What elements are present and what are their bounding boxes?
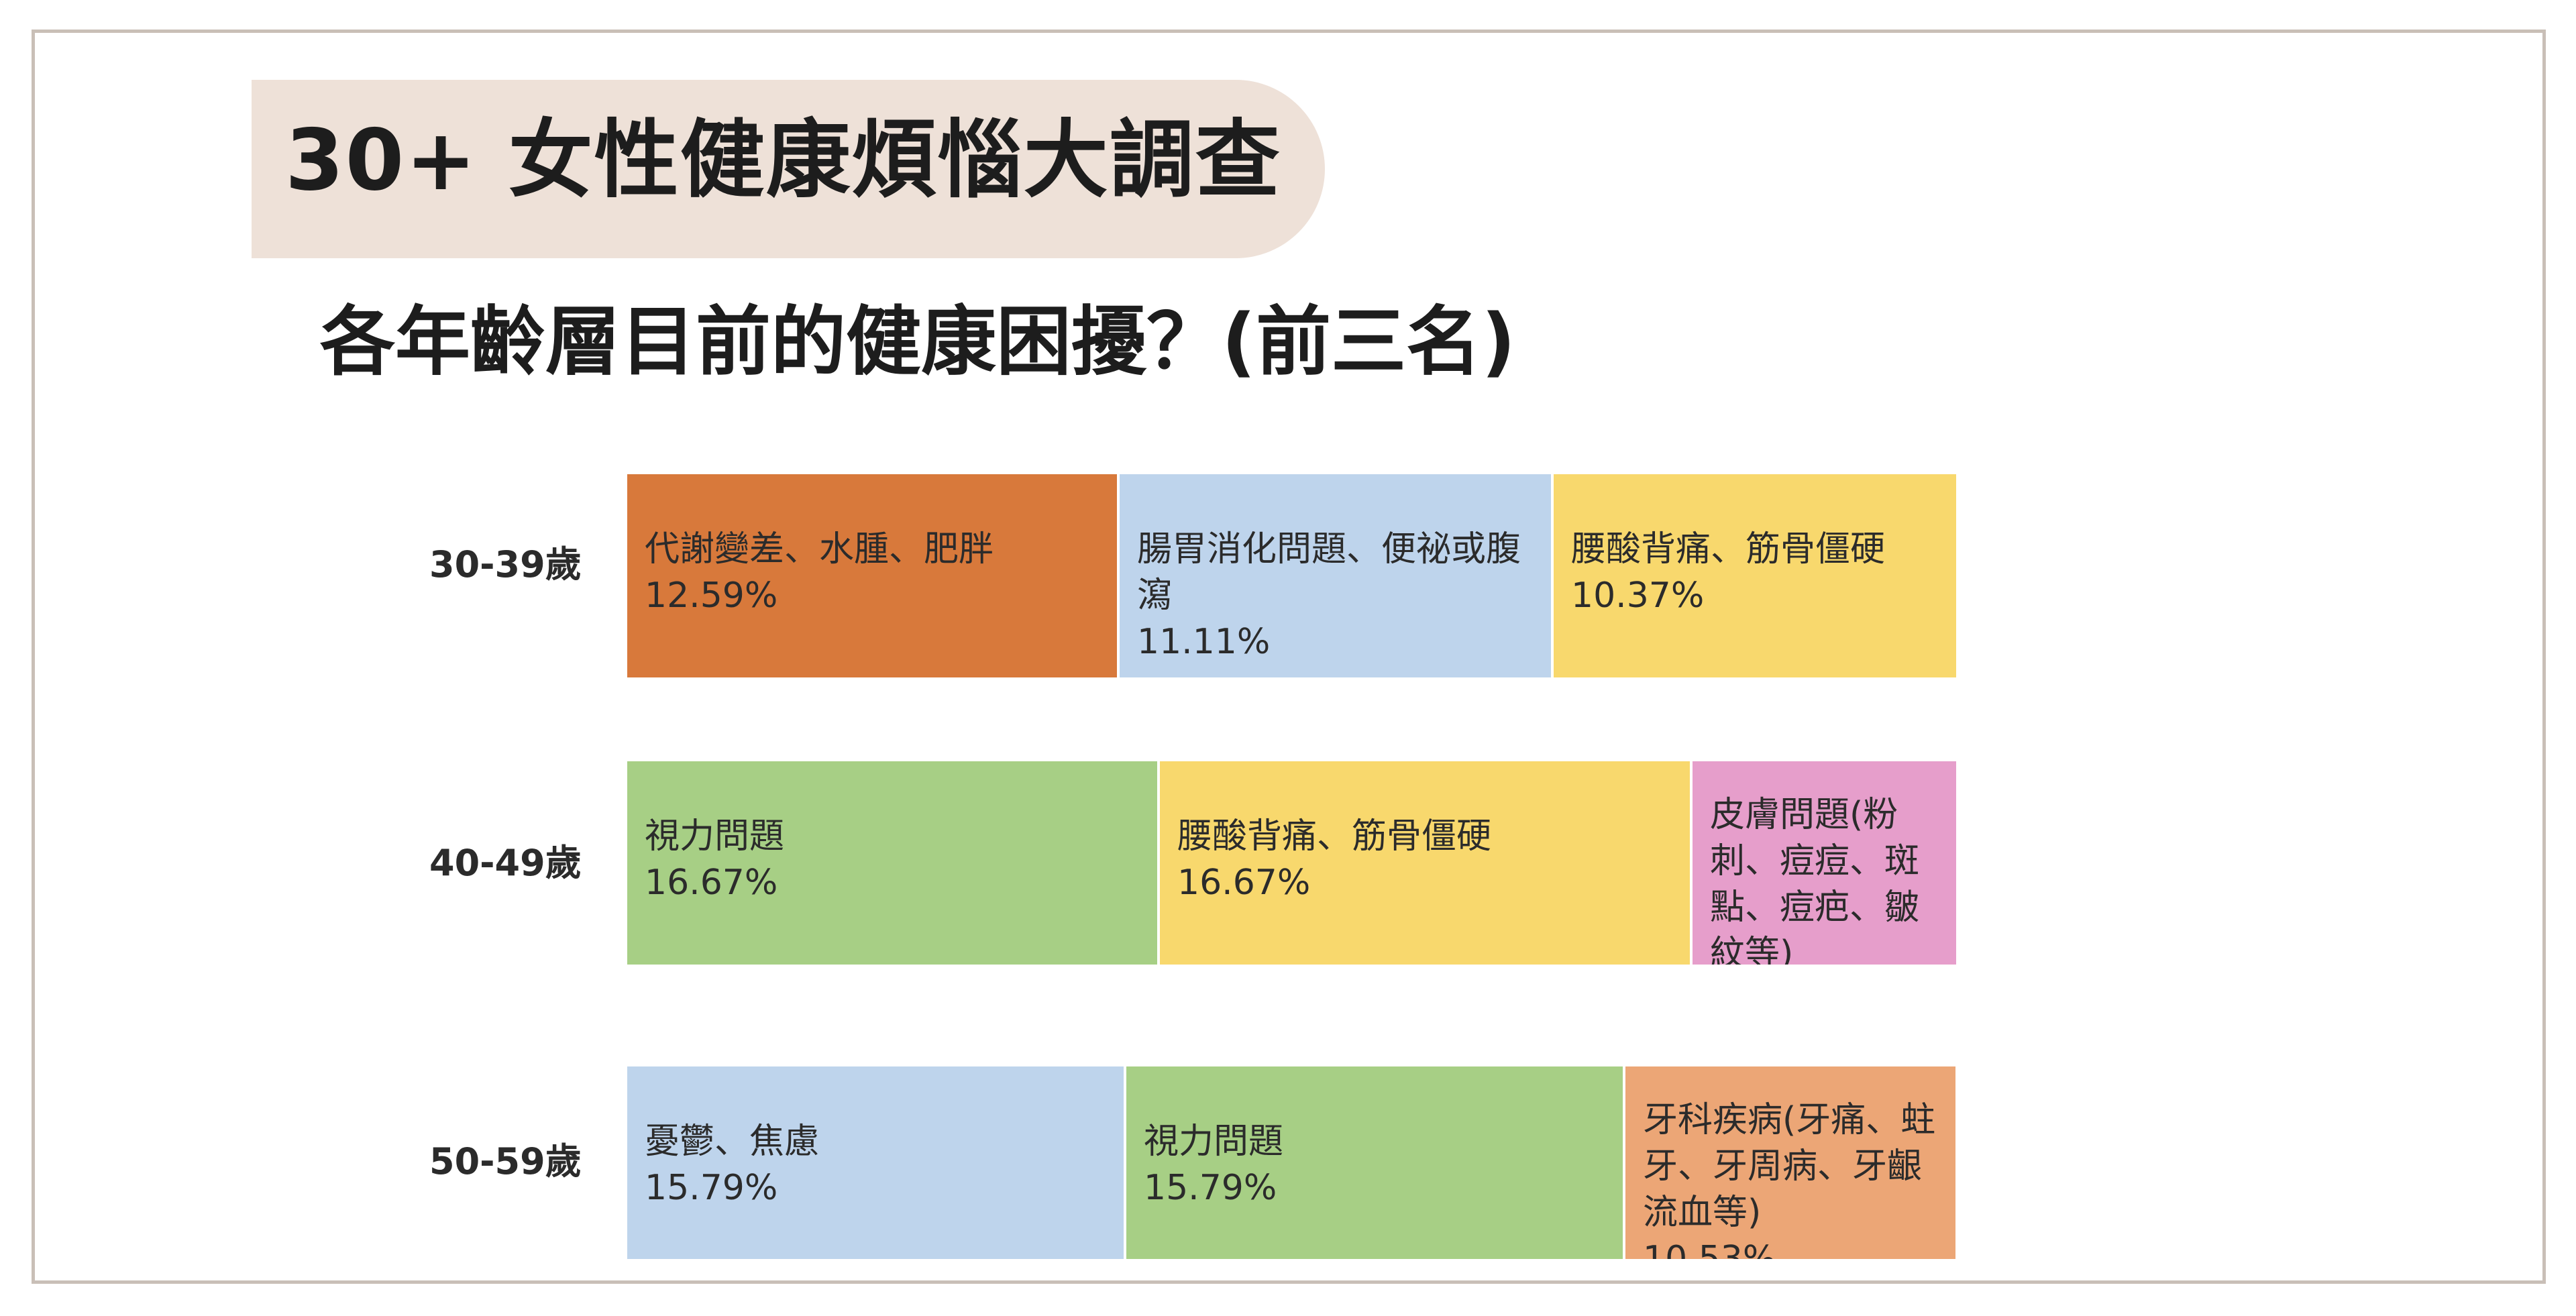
segment-label: 腰酸背痛、筋骨僵硬 [1177, 816, 1492, 857]
segment-label: 代謝變差、水腫、肥胖 [645, 529, 994, 569]
segment-value-label: 15.79% [645, 1168, 778, 1209]
segment-value-label: 16.67% [1177, 863, 1311, 903]
bar-segment: 視力問題 16.67% [627, 761, 1157, 965]
bar-segment: 憂鬱、焦慮 15.79% [627, 1066, 1124, 1259]
row-label: 30-39歲 [429, 543, 582, 586]
bar-segment: 皮膚問題(粉刺、痘痘、斑點、痘疤、皺紋等)8.33% [1693, 761, 1956, 965]
segment-value-label: 10.37% [1571, 575, 1705, 616]
segment-value-label: 11.11% [1137, 622, 1271, 663]
segment-label: 腰酸背痛、筋骨僵硬 [1571, 529, 1886, 569]
segment-label: 視力問題 [645, 816, 785, 857]
segment-value-label: 15.79% [1144, 1168, 1277, 1209]
bar-segment: 腰酸背痛、筋骨僵硬 10.37% [1554, 474, 1956, 677]
segment-label: 憂鬱、焦慮 [645, 1121, 820, 1162]
segment-label: 牙科疾病(牙痛、蛀牙、牙周病、牙齦流血等) [1643, 1100, 1936, 1233]
segment-label: 腸胃消化問題、便祕或腹瀉 [1137, 529, 1521, 616]
segment-value-label: 10.53% [1643, 1239, 1776, 1259]
bar-segment: 代謝變差、水腫、肥胖 12.59% [627, 474, 1117, 677]
segment-value-label: 12.59% [645, 575, 778, 616]
title-banner [252, 80, 1325, 258]
segment-label: 皮膚問題(粉刺、痘痘、斑點、痘疤、皺紋等) [1710, 795, 1920, 965]
bar-segment: 腸胃消化問題、便祕或腹瀉 11.11% [1120, 474, 1551, 677]
chart-subtitle: 各年齡層目前的健康困擾？(前三名) [320, 298, 1516, 386]
page-title: 30+ 女性健康煩惱大調查 [285, 111, 1281, 209]
segment-value-label: 16.67% [645, 863, 778, 903]
row-label: 40-49歲 [429, 842, 582, 884]
row-label: 50-59歲 [429, 1140, 582, 1183]
segment-label: 視力問題 [1144, 1121, 1284, 1162]
bar-segment: 腰酸背痛、筋骨僵硬 16.67% [1160, 761, 1690, 965]
bar-segment: 牙科疾病(牙痛、蛀牙、牙周病、牙齦流血等) 10.53% [1625, 1066, 1955, 1259]
bar-segment: 視力問題 15.79% [1126, 1066, 1623, 1259]
